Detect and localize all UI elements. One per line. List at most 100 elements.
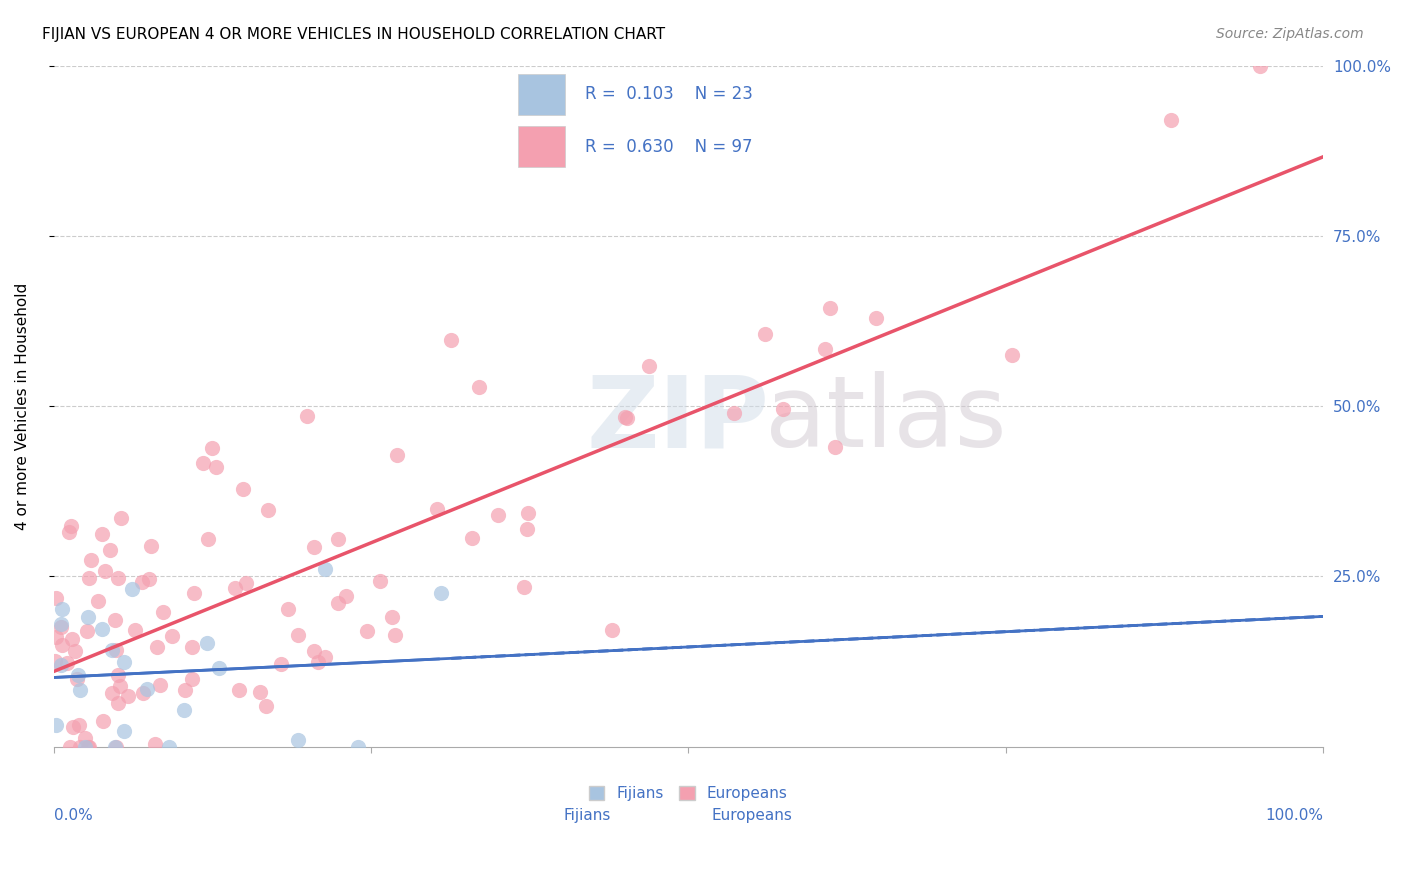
Point [197, 533, 219, 547]
Point [138, 572, 160, 586]
Bar [517, 126, 565, 167]
Point [76, 739, 98, 754]
Text: Europeans: Europeans [711, 808, 793, 823]
Point [77, 610, 100, 624]
Text: FIJIAN VS EUROPEAN 4 OR MORE VEHICLES IN HOUSEHOLD CORRELATION CHART: FIJIAN VS EUROPEAN 4 OR MORE VEHICLES IN… [42, 27, 665, 42]
Text: 100.0%: 100.0% [1265, 808, 1323, 823]
Point [381, 609, 404, 624]
Point [77, 571, 100, 585]
Point [302, 644, 325, 658]
Point [79, 739, 101, 754]
Point [66, 672, 89, 686]
Point [91, 622, 114, 636]
Point [146, 640, 169, 655]
Point [600, 623, 623, 637]
Point [107, 696, 129, 710]
Point [104, 739, 127, 754]
Point [76, 624, 98, 638]
Point [516, 522, 538, 536]
Point [143, 738, 166, 752]
Point [430, 585, 453, 599]
Point [368, 574, 391, 588]
Point [80, 553, 103, 567]
Point [67, 718, 90, 732]
Point [314, 562, 336, 576]
Point [314, 649, 336, 664]
Point [249, 684, 271, 698]
Point [295, 409, 318, 423]
Point [112, 656, 135, 670]
Point [180, 672, 202, 686]
Point [616, 411, 638, 425]
Y-axis label: 4 or more Vehicles in Household: 4 or more Vehicles in Household [15, 283, 30, 530]
Point [59, 739, 82, 754]
Point [865, 310, 887, 325]
Point [195, 636, 218, 650]
Text: R =  0.630    N = 97: R = 0.630 N = 97 [585, 137, 752, 155]
Legend: Fijians, Europeans: Fijians, Europeans [583, 780, 794, 807]
Point [44, 654, 66, 668]
Point [173, 703, 195, 717]
Point [307, 656, 329, 670]
Point [183, 586, 205, 600]
Point [328, 596, 350, 610]
Point [157, 739, 180, 754]
Point [287, 628, 309, 642]
Point [101, 643, 124, 657]
Point [51, 602, 73, 616]
Point [287, 733, 309, 747]
Point [59, 519, 82, 533]
Text: Fijians: Fijians [564, 808, 610, 823]
Point [98, 543, 121, 558]
Point [69, 739, 91, 754]
Point [513, 580, 536, 594]
Point [124, 624, 146, 638]
Point [135, 682, 157, 697]
Point [814, 342, 837, 356]
Point [49, 620, 72, 634]
Point [152, 605, 174, 619]
Point [440, 334, 463, 348]
Point [468, 380, 491, 394]
Point [91, 526, 114, 541]
Point [228, 683, 250, 698]
Point [723, 406, 745, 420]
Point [51, 658, 73, 673]
Point [426, 502, 449, 516]
Point [224, 582, 246, 596]
Point [191, 456, 214, 470]
Point [149, 678, 172, 692]
Point [200, 441, 222, 455]
Point [87, 594, 110, 608]
Point [235, 576, 257, 591]
Point [51, 638, 73, 652]
Point [637, 359, 659, 373]
Text: ZIP: ZIP [586, 371, 769, 468]
Point [94, 564, 117, 578]
Point [104, 643, 127, 657]
Point [205, 459, 228, 474]
Point [141, 539, 163, 553]
Point [45, 718, 67, 732]
Point [110, 679, 132, 693]
Point [174, 683, 197, 698]
Point [107, 571, 129, 585]
Point [75, 731, 97, 745]
Text: R =  0.103    N = 23: R = 0.103 N = 23 [585, 86, 752, 103]
Point [63, 644, 86, 658]
Point [121, 582, 143, 596]
Text: Source: ZipAtlas.com: Source: ZipAtlas.com [1216, 27, 1364, 41]
Point [356, 624, 378, 638]
Point [132, 686, 155, 700]
Point [302, 540, 325, 554]
Point [824, 440, 846, 454]
Point [75, 739, 97, 754]
Point [257, 503, 280, 517]
Point [347, 739, 370, 754]
Point [45, 631, 67, 645]
Point [49, 617, 72, 632]
Point [60, 632, 83, 647]
Point [387, 448, 409, 462]
Point [91, 714, 114, 729]
Point [277, 602, 299, 616]
